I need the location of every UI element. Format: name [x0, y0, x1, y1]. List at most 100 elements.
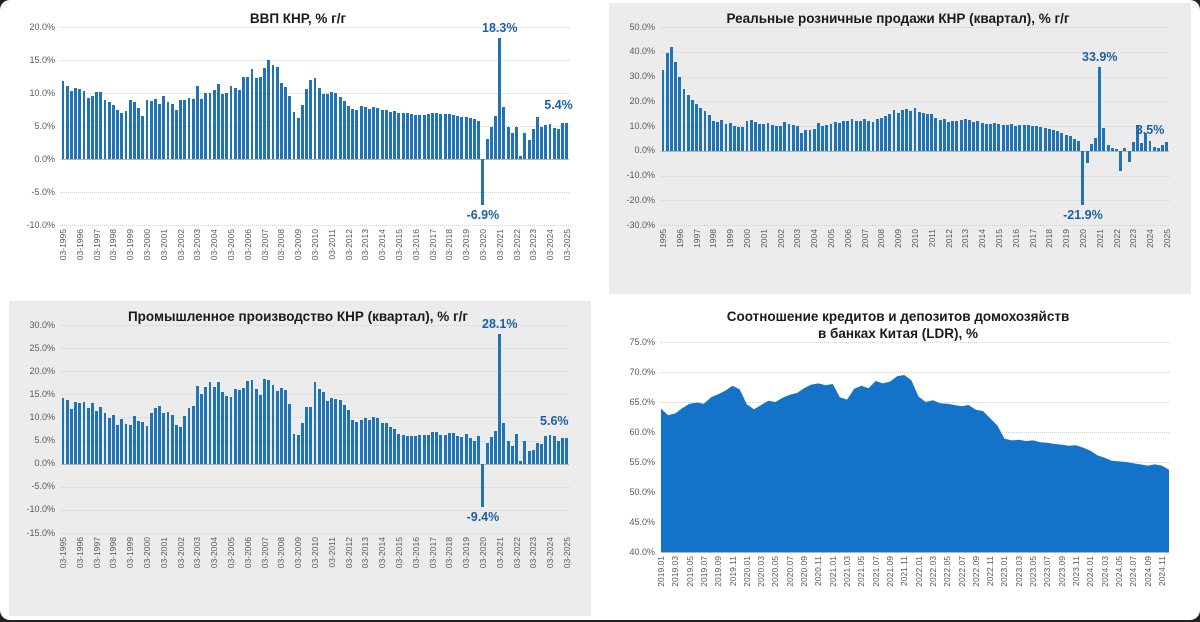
bar [380, 423, 384, 464]
bar [1127, 150, 1131, 162]
bar [208, 93, 212, 159]
bar [65, 400, 69, 464]
bar [502, 422, 506, 464]
bar [296, 118, 300, 159]
x-axis-label: 03-1998 [108, 229, 119, 261]
bar [938, 119, 942, 151]
bar [166, 411, 170, 464]
x-axis-label: 2008 [876, 229, 887, 248]
bar [846, 120, 850, 151]
bar [527, 139, 531, 159]
bar [363, 417, 367, 464]
bar [531, 129, 535, 159]
bar [1060, 132, 1064, 151]
bar [473, 119, 476, 159]
x-axis-label: 2005 [826, 229, 837, 248]
bar [426, 114, 430, 159]
y-axis-label: 75.0% [629, 336, 655, 347]
bar [749, 120, 753, 151]
bar [99, 407, 103, 464]
bar [65, 86, 69, 159]
x-axis-label: 03-1997 [91, 229, 102, 261]
bar [737, 127, 741, 151]
industry-chart-title: Промышленное производство КНР (квартал),… [127, 309, 469, 324]
bar [519, 460, 523, 464]
bar [271, 385, 275, 464]
x-axis-label: 2024.09 [1142, 556, 1153, 587]
bar [158, 103, 162, 159]
bar [414, 114, 418, 159]
plot-area: 18.3% -6.9% 5.4% 03-1995 03-1996 03-1997 03-19… [58, 21, 573, 294]
bar [258, 76, 262, 159]
bar [69, 91, 73, 159]
gridline [661, 552, 1169, 553]
x-axis-label: 03-2014 [377, 229, 388, 261]
bar [90, 403, 94, 464]
x-axis-label: 03-2017 [427, 537, 438, 569]
x-axis-label: 03-2006 [242, 229, 253, 261]
bar [393, 111, 397, 159]
industry-chart-panel: Промышленное производство КНР (квартал),… [9, 301, 591, 616]
bar [233, 87, 237, 159]
x-axis-label: 2013 [960, 229, 971, 248]
bar [741, 127, 745, 151]
bar [540, 444, 544, 464]
bar [980, 122, 984, 151]
bar [128, 100, 132, 159]
bar [263, 67, 266, 159]
bar [473, 440, 476, 464]
y-axis-label: 20.0% [29, 365, 55, 376]
bar [565, 123, 569, 159]
bar [716, 122, 720, 151]
x-axis-label: 03-1999 [125, 229, 136, 261]
bar [837, 122, 841, 151]
bar [947, 122, 950, 151]
bar [900, 109, 904, 151]
gridline [61, 225, 569, 226]
y-axis-label: -5.0% [31, 186, 55, 197]
x-axis-label: 2017 [1027, 229, 1038, 248]
bar [468, 118, 472, 159]
y-axis: 20.0% 15.0% 10.0% 5.0% 0.0% -5.0% -10.0% [15, 22, 61, 294]
x-axis-label: 03-2007 [259, 537, 270, 569]
bar [103, 412, 107, 464]
y-axis-label: 0.0% [634, 145, 655, 156]
bar [1102, 128, 1106, 151]
bar [166, 102, 170, 159]
bar [888, 113, 892, 151]
bar [1056, 131, 1060, 151]
ldr-chart-cell: Соотношение кредитов и депозитов домохоз… [600, 298, 1200, 620]
gridline [61, 192, 569, 193]
gridline [661, 76, 1169, 78]
y-axis-label: 20.0% [29, 21, 55, 32]
y-axis-label: 65.0% [629, 396, 655, 407]
bar [267, 380, 271, 464]
x-axis-label: 1997 [691, 229, 702, 248]
x-axis-label: 03-2021 [494, 537, 505, 569]
bar [153, 98, 157, 159]
x-axis-label: 2021.11 [899, 556, 910, 587]
bar [179, 100, 183, 159]
bar [363, 106, 367, 159]
gridline [661, 342, 1169, 343]
x-axis-label: 03-2001 [158, 229, 169, 261]
bar [930, 113, 934, 151]
bar [279, 387, 283, 464]
x-axis-label: 2024.01 [1085, 556, 1096, 587]
bar [183, 416, 187, 464]
bar [141, 116, 145, 159]
bar [254, 388, 258, 464]
x-axis-label: 03-2017 [427, 229, 438, 261]
x-axis-label: 1995 [658, 229, 669, 248]
x-axis-label: 2020.09 [799, 556, 810, 587]
bar [481, 159, 485, 205]
bar [804, 129, 808, 151]
x-axis-label: 2022.07 [956, 556, 967, 587]
x-axis-label: 2019 [1061, 229, 1072, 248]
x-axis-label: 2009 [893, 229, 904, 248]
x-axis-label: 2024.07 [1128, 556, 1139, 587]
plot-area: 33.9% -21.9% 3.5% 1995 1996 1997 1998 1999 2000 2… [658, 27, 1172, 294]
bar [1018, 125, 1022, 151]
y-axis-label: 10.0% [29, 87, 55, 98]
bar [355, 421, 359, 464]
